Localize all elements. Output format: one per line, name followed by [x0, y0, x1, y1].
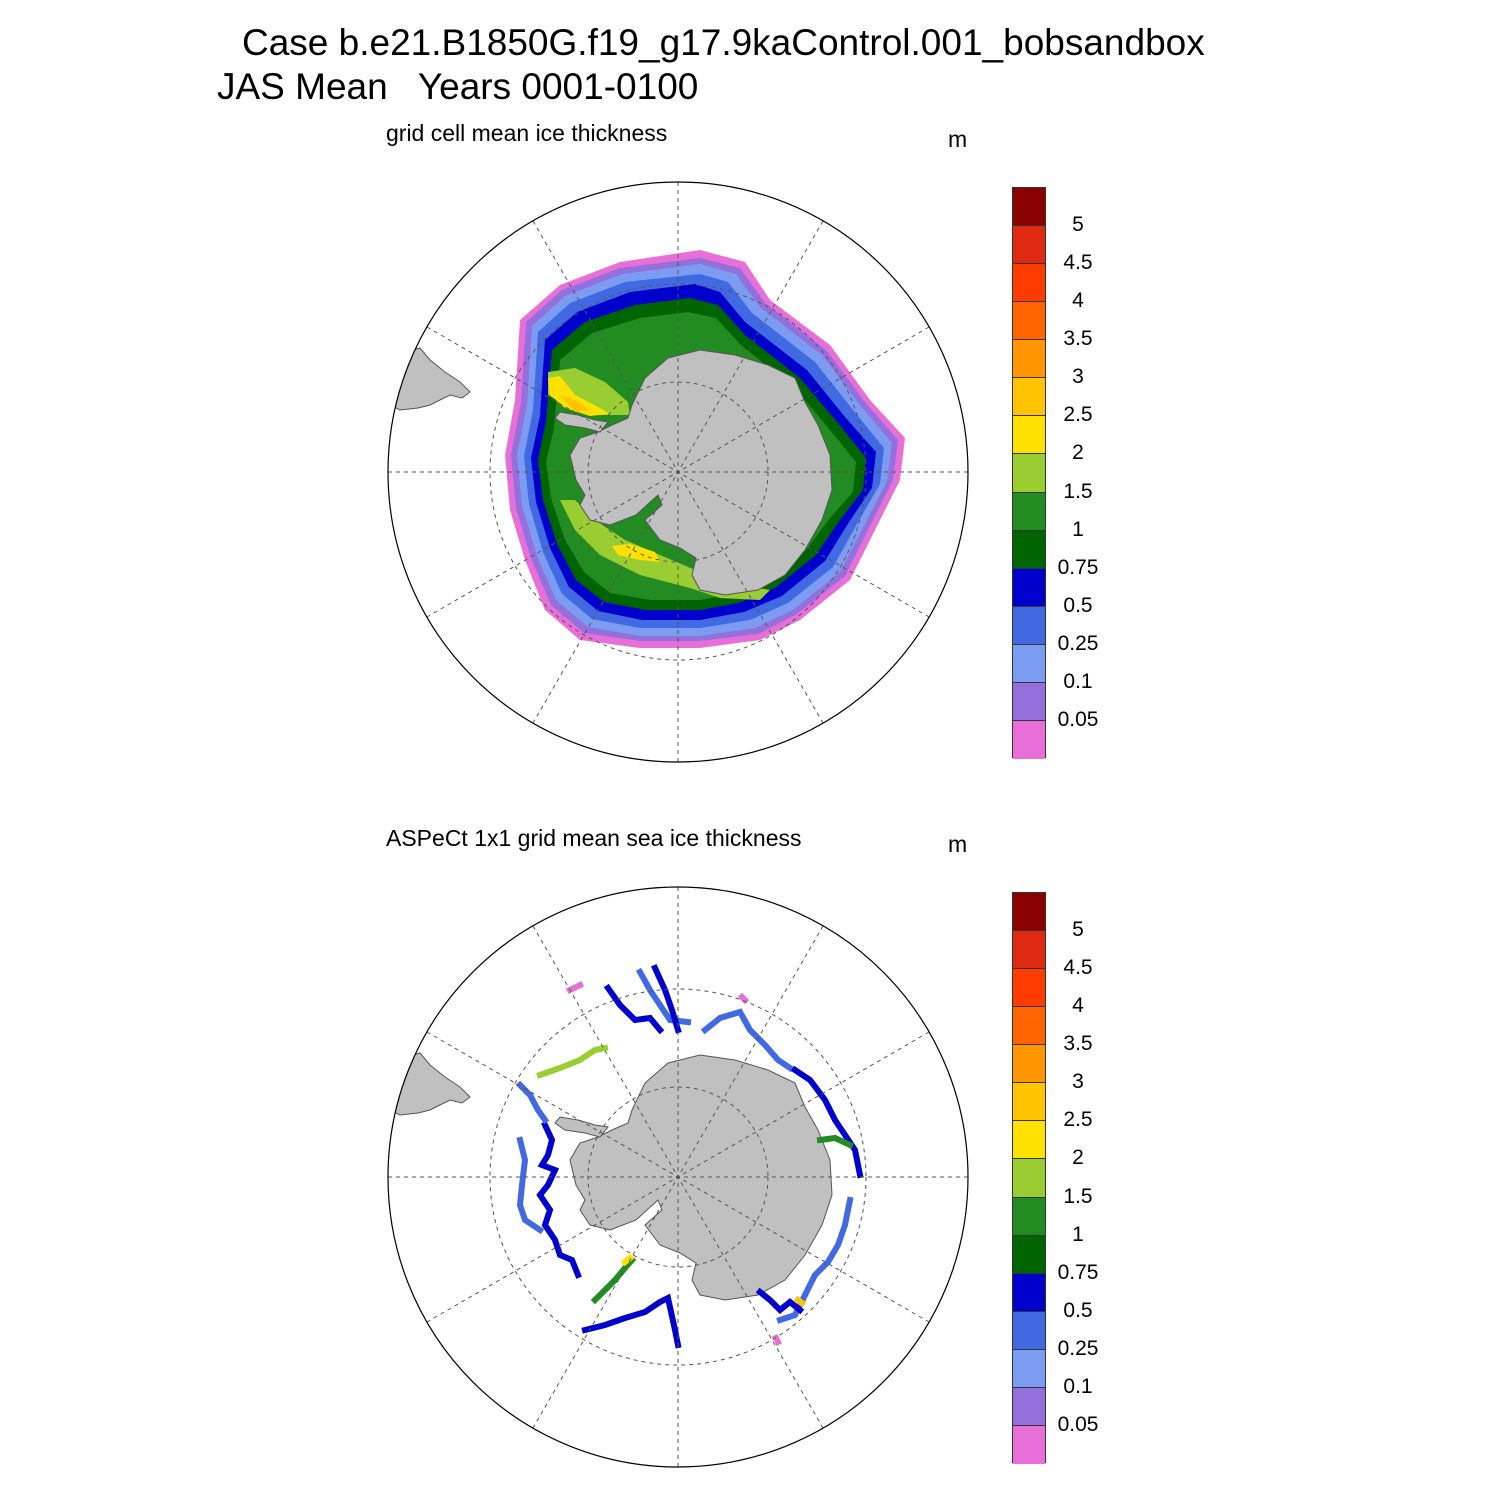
panel2-colorbar-label: 2.5 — [1063, 1108, 1093, 1132]
panel2-colorbar-label: 2 — [1072, 1146, 1084, 1170]
track-18 — [620, 1253, 635, 1267]
panel1-colorbar-swatch — [1013, 720, 1045, 759]
panel2-colorbar-label: 0.1 — [1063, 1374, 1093, 1398]
panel2-colorbar-label: 5 — [1072, 918, 1084, 942]
panel1-colorbar-swatch — [1013, 188, 1045, 227]
ice-band-2.5 — [548, 376, 610, 416]
panel2-map-border — [387, 886, 969, 1468]
panel2-colorbar-label: 1 — [1072, 1222, 1084, 1246]
panel2-colorbar-label: 3 — [1072, 1070, 1084, 1094]
panel1-colorbar-swatch — [1013, 606, 1045, 645]
track-19 — [793, 1295, 807, 1308]
track-13 — [515, 1080, 550, 1125]
panel1-colorbar-swatch — [1013, 378, 1045, 417]
panel1-colorbar-label: 2.5 — [1063, 403, 1093, 427]
panel1-colorbar-label: 2 — [1072, 441, 1084, 465]
track-3 — [651, 964, 682, 1034]
panel2-colorbar-swatch — [1013, 1197, 1045, 1236]
panel2-colorbar-swatch — [1013, 1425, 1045, 1464]
panel1-colorbar-swatch — [1013, 454, 1045, 493]
track-14 — [536, 1044, 609, 1079]
panel1-colorbar-label: 0.5 — [1063, 593, 1093, 617]
panel1-colorbar-swatch — [1013, 568, 1045, 607]
panel1-colorbar-label: 1.5 — [1063, 479, 1093, 503]
panel1-map — [387, 181, 969, 763]
track-11 — [536, 1121, 582, 1279]
panel1-colorbar-swatch — [1013, 530, 1045, 569]
panel2-colorbar-swatch — [1013, 1121, 1045, 1160]
panel1-colorbar-label: 5 — [1072, 213, 1084, 237]
panel1-colorbar-swatch — [1013, 682, 1045, 721]
panel1-title: grid cell mean ice thickness — [386, 120, 668, 146]
panel1-colorbar-label: 0.75 — [1057, 555, 1099, 579]
ice-band-2.5-b — [612, 544, 660, 562]
panel2-polar-grid — [388, 887, 968, 1467]
track-7 — [776, 1196, 854, 1324]
panel1-colorbar-swatch — [1013, 340, 1045, 379]
panel2-observation-tracks — [515, 964, 864, 1349]
panel1-colorbar-swatch — [1013, 226, 1045, 265]
track-17 — [771, 1333, 783, 1347]
track-10 — [590, 1255, 637, 1305]
panel1-colorbar-swatch — [1013, 264, 1045, 303]
panel2-colorbar-swatch — [1013, 1159, 1045, 1198]
panel1-colorbar-swatch — [1013, 416, 1045, 455]
panel2-title: ASPeCt 1x1 grid mean sea ice thickness — [386, 825, 802, 851]
track-4 — [700, 1008, 795, 1073]
panel2-colorbar-label: 0.5 — [1063, 1298, 1093, 1322]
panel2-colorbar-swatch — [1013, 931, 1045, 970]
track-9 — [581, 1293, 682, 1349]
panel1-colorbar-swatch — [1013, 492, 1045, 531]
panel2-colorbar-swatch — [1013, 1349, 1045, 1388]
panel2-colorbar-label: 0.05 — [1057, 1412, 1099, 1436]
panel2-colorbar-label: 1.5 — [1063, 1184, 1093, 1208]
panel1-colorbar — [1012, 187, 1046, 759]
track-8 — [755, 1287, 805, 1315]
track-6 — [816, 1134, 854, 1149]
track-15 — [565, 980, 585, 995]
panel2-colorbar-label: 0.25 — [1057, 1336, 1099, 1360]
figure-title-case: Case b.e21.B1850G.f19_g17.9kaControl.001… — [242, 22, 1205, 63]
panel2-colorbar-swatch — [1013, 1387, 1045, 1426]
panel2-colorbar-label: 3.5 — [1063, 1032, 1093, 1056]
panel2-colorbar-label: 4 — [1072, 994, 1084, 1018]
panel1-colorbar-swatch — [1013, 644, 1045, 683]
track-5 — [790, 1065, 864, 1179]
panel1-colorbar-label: 3 — [1072, 365, 1084, 389]
panel2-colorbar-swatch — [1013, 893, 1045, 932]
panel2-colorbar-swatch — [1013, 969, 1045, 1008]
panel1-units: m — [948, 126, 968, 152]
ice-band-3 — [560, 395, 590, 412]
panel1-colorbar-label: 4 — [1072, 289, 1084, 313]
panel2-colorbar-label: 4.5 — [1063, 956, 1093, 980]
panel2-colorbar — [1012, 892, 1046, 1464]
track-12 — [516, 1136, 545, 1235]
panel1-colorbar-label: 0.05 — [1057, 707, 1099, 731]
panel1-colorbar-label: 0.1 — [1063, 669, 1093, 693]
figure-title-period: JAS Mean Years 0001-0100 — [217, 66, 699, 107]
panel1-colorbar-swatch — [1013, 302, 1045, 341]
panel2-colorbar-label: 0.75 — [1057, 1260, 1099, 1284]
panel1-map-border — [387, 181, 969, 763]
panel1-colorbar-label: 3.5 — [1063, 327, 1093, 351]
panel2-colorbar-swatch — [1013, 1083, 1045, 1122]
panel2-colorbar-swatch — [1013, 1007, 1045, 1046]
panel2-units: m — [948, 831, 968, 857]
panel1-colorbar-label: 4.5 — [1063, 251, 1093, 275]
panel1-polar-grid — [388, 182, 968, 762]
panel2-map — [387, 886, 969, 1468]
panel2-colorbar-swatch — [1013, 1045, 1045, 1084]
panel2-colorbar-swatch — [1013, 1235, 1045, 1274]
panel1-colorbar-label: 0.25 — [1057, 631, 1099, 655]
track-16 — [737, 992, 750, 1005]
panel2-colorbar-swatch — [1013, 1311, 1045, 1350]
panel2-colorbar-swatch — [1013, 1273, 1045, 1312]
panel1-colorbar-label: 1 — [1072, 517, 1084, 541]
track-1 — [603, 983, 665, 1035]
